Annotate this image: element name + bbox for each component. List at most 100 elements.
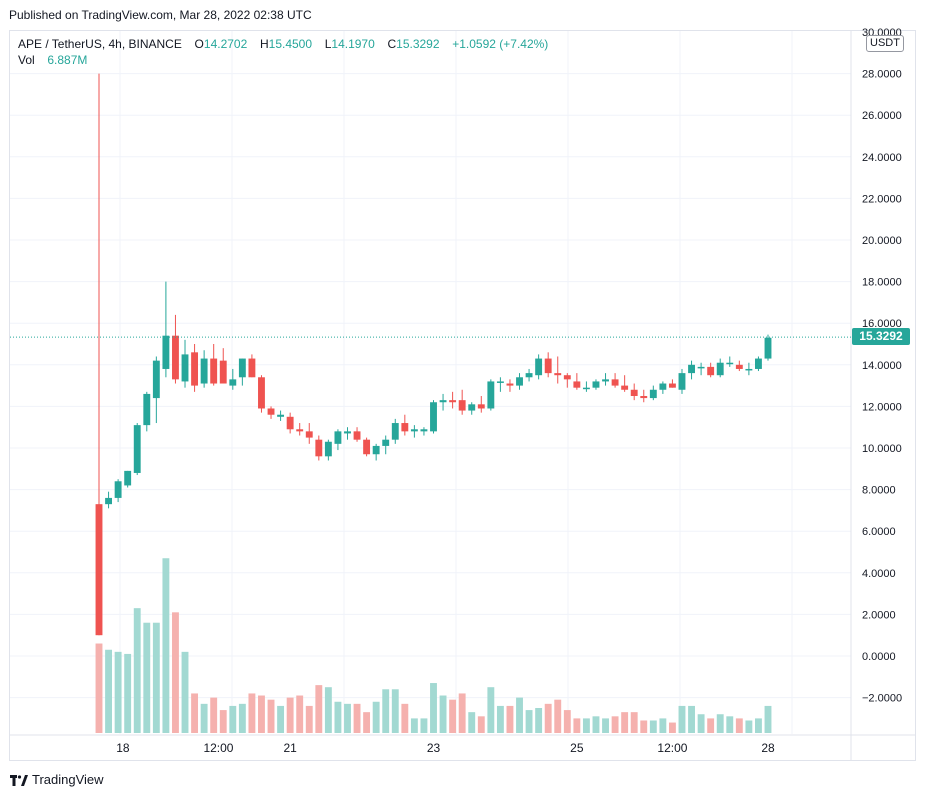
candle-body <box>210 358 218 384</box>
volume-bar <box>697 714 705 733</box>
candle-body <box>611 379 619 386</box>
candle-body <box>248 358 256 378</box>
y-tick-label: 20.0000 <box>862 235 902 247</box>
volume-bar <box>143 622 151 733</box>
candle-body <box>430 402 437 432</box>
volume-bar <box>277 705 285 733</box>
volume-bar <box>668 722 676 733</box>
volume-bar <box>449 699 457 733</box>
volume-bar <box>305 705 313 733</box>
volume-bar <box>315 685 323 733</box>
low-label: L <box>324 37 332 51</box>
y-tick-label: 22.0000 <box>862 193 902 205</box>
candle-body <box>516 377 523 386</box>
change-value: +1.0592 (+7.42%) <box>452 37 549 51</box>
volume-bar <box>659 718 667 733</box>
x-tick-label: 12:00 <box>657 741 687 755</box>
volume-bar <box>735 718 743 733</box>
footer-branding[interactable]: TradingView <box>10 772 104 787</box>
volume-bar <box>563 710 571 733</box>
x-tick-label: 23 <box>427 741 441 755</box>
volume-bar <box>649 720 657 733</box>
volume-bar <box>105 649 112 733</box>
x-tick-label: 18 <box>116 741 130 755</box>
candle-body <box>238 358 246 378</box>
candle-body <box>640 396 648 399</box>
volume-bar <box>382 689 390 733</box>
symbol-label[interactable]: APE / TetherUS, 4h, BINANCE <box>18 37 182 51</box>
volume-bar <box>344 703 351 733</box>
candle-body <box>133 425 141 473</box>
last-price-tag: 15.3292 <box>852 328 910 345</box>
candle-body <box>554 373 562 376</box>
volume-bar <box>573 718 581 733</box>
volume-bar <box>468 712 476 733</box>
volume-bar <box>554 699 562 733</box>
volume-bar <box>162 558 170 733</box>
y-tick-label: 8.0000 <box>862 485 896 497</box>
volume-bar <box>582 718 590 733</box>
volume-bar <box>611 716 619 733</box>
volume-bar <box>707 718 715 733</box>
y-tick-label: 2.0000 <box>862 609 896 621</box>
x-tick-label: 12:00 <box>203 741 233 755</box>
candle-body <box>258 377 265 409</box>
close-label: C <box>387 37 397 51</box>
chart-frame <box>9 30 916 761</box>
candle-body <box>755 358 762 369</box>
y-tick-label: 24.0000 <box>862 152 902 164</box>
volume-bar <box>181 651 189 733</box>
candle-body <box>114 481 122 498</box>
volume-bar <box>286 697 294 733</box>
volume-bar <box>353 703 361 733</box>
candle-body <box>105 497 112 505</box>
candle-body <box>277 414 285 417</box>
volume-bar <box>487 687 495 733</box>
volume-bar <box>391 689 399 733</box>
candle-body <box>172 335 179 380</box>
candle-body <box>726 362 734 365</box>
y-tick-label: −2.0000 <box>862 693 902 705</box>
volume-bar <box>334 701 342 733</box>
volume-bar <box>324 687 332 733</box>
volume-bar <box>525 710 533 733</box>
volume-bar <box>238 703 246 733</box>
volume-bar <box>191 693 199 733</box>
volume-bar <box>688 705 695 733</box>
candle-body <box>219 360 227 384</box>
volume-bar <box>592 716 600 733</box>
candle-body <box>191 352 199 386</box>
y-tick-label: 28.0000 <box>862 69 902 81</box>
candle-body <box>296 429 304 432</box>
candle-body <box>305 431 313 438</box>
volume-bar <box>258 695 265 733</box>
y-tick-label: 16.0000 <box>862 318 902 330</box>
high-label: H <box>259 37 269 51</box>
candle-body <box>353 431 361 440</box>
volume-bar <box>172 612 179 733</box>
open-value: 14.2702 <box>203 37 248 51</box>
candle-body <box>286 416 294 430</box>
volume-bar <box>716 714 724 733</box>
volume-label: Vol <box>18 53 35 67</box>
candle-body <box>382 439 390 446</box>
y-tick-label: 4.0000 <box>862 568 896 580</box>
currency-unit-badge[interactable]: USDT <box>866 35 904 52</box>
candle-body <box>630 389 638 396</box>
candle-body <box>678 373 686 390</box>
candle-body <box>334 431 342 444</box>
candle-body <box>506 383 514 386</box>
candle-body <box>391 423 399 440</box>
candle-body <box>659 383 667 390</box>
candle-body <box>324 441 332 457</box>
volume-bar <box>372 701 380 733</box>
y-tick-label: 14.0000 <box>862 360 902 372</box>
candle-body <box>764 337 772 359</box>
candle-body <box>372 445 380 455</box>
volume-bar <box>410 718 418 733</box>
candle-body <box>344 431 351 434</box>
volume-bar <box>296 695 304 733</box>
volume-bar <box>516 697 523 733</box>
high-value: 15.4500 <box>268 37 313 51</box>
